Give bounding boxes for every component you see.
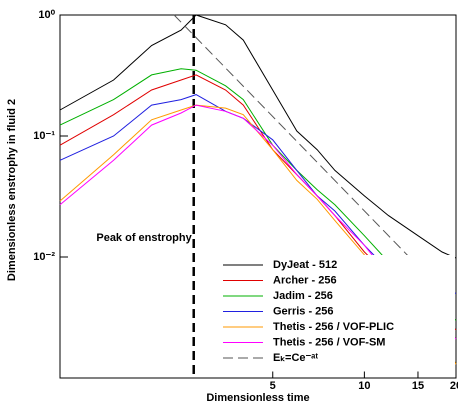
y-tick-label: 10⁻¹: [33, 130, 55, 142]
legend-label: Archer - 256: [273, 274, 337, 286]
x-tick-label: 20: [450, 380, 458, 392]
legend-label: Eₖ=Ce⁻ᵃᵗ: [273, 352, 318, 364]
legend-label: DyJeat - 512: [273, 259, 337, 271]
legend-label: Gerris - 256: [273, 305, 334, 317]
series-line: [59, 14, 457, 259]
legend-label: Thetis - 256 / VOF-SM: [273, 336, 385, 348]
legend-label: Thetis - 256 / VOF-PLIC: [273, 321, 394, 333]
x-axis-label: Dimensionless time: [206, 392, 309, 404]
y-tick-label: 10⁻²: [33, 251, 55, 263]
legend-label: Jadim - 256: [273, 290, 333, 302]
x-tick-label: 10: [358, 380, 370, 392]
annotation: Peak of enstrophy: [96, 232, 192, 244]
plot-frame: [59, 14, 457, 379]
x-tick-label: 5: [270, 380, 276, 392]
y-axis-label: Dimensionless enstrophy in fluid 2: [6, 99, 18, 281]
x-tick-label: 15: [412, 380, 424, 392]
y-tick-label: 10⁰: [38, 9, 55, 21]
legend-box: [215, 255, 455, 372]
